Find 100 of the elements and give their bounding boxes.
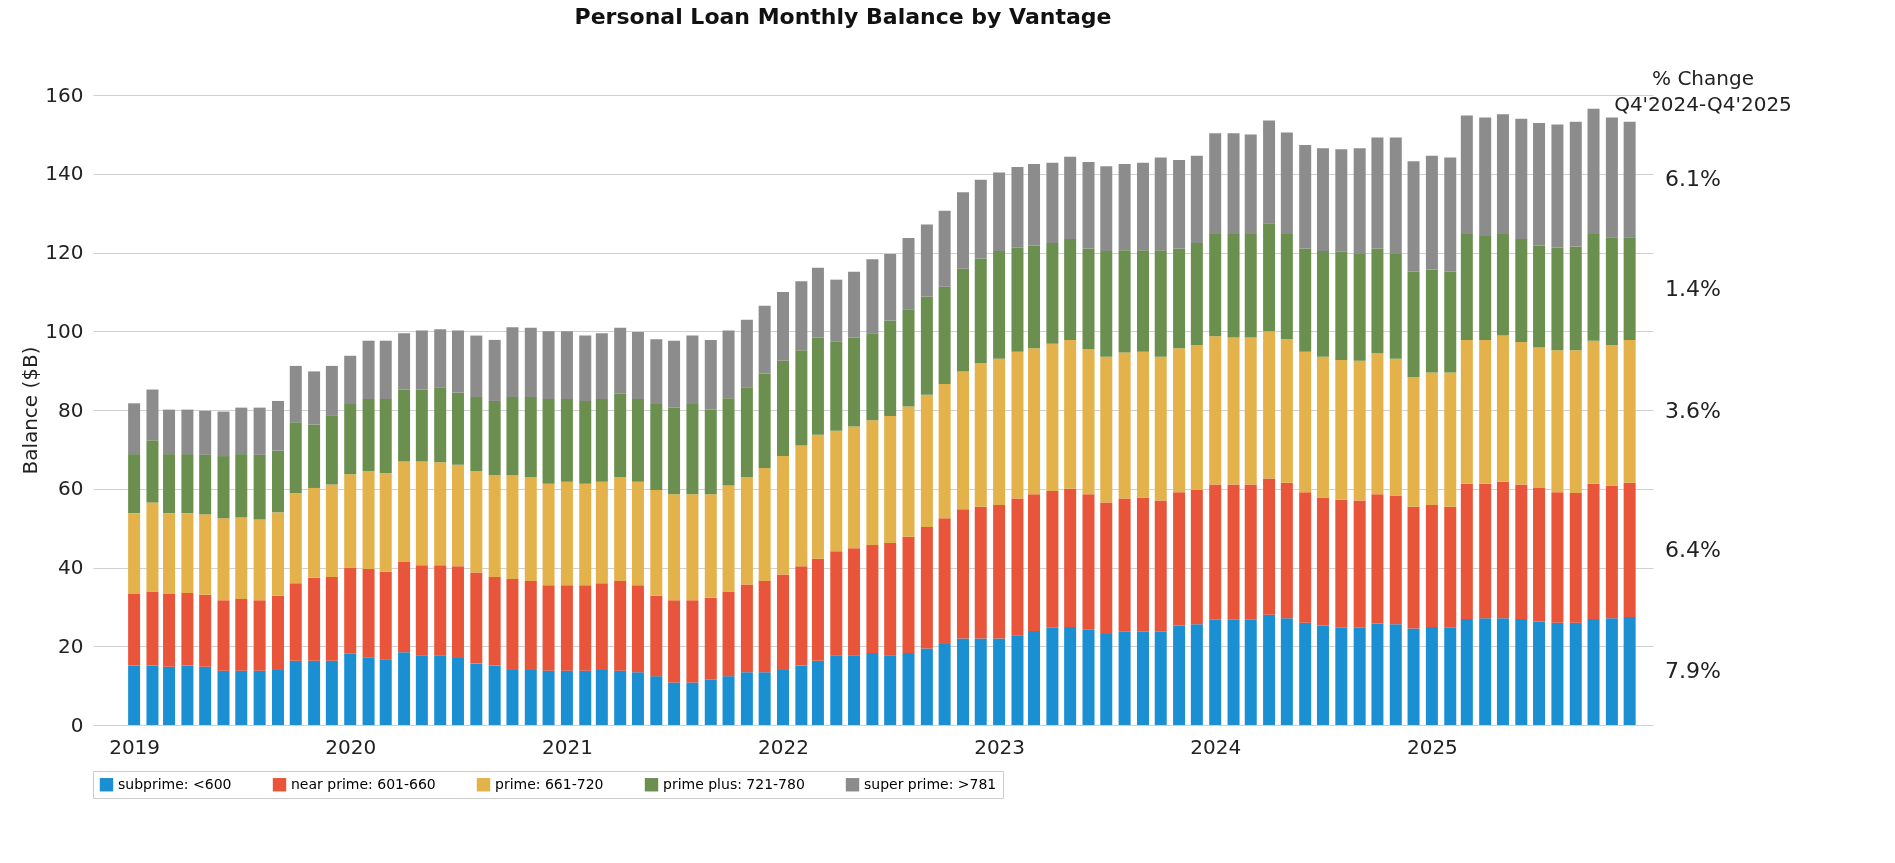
bar: [1209, 336, 1222, 485]
bar: [848, 548, 861, 656]
bar: [1353, 254, 1366, 361]
bar: [740, 387, 753, 478]
bar: [1173, 348, 1186, 493]
bar: [308, 424, 321, 488]
bar: [181, 409, 194, 455]
bar: [1371, 623, 1384, 725]
bar: [1533, 347, 1546, 488]
bar: [199, 594, 212, 667]
bar: [344, 474, 357, 568]
bar: [1190, 243, 1203, 346]
bar: [1173, 248, 1186, 349]
bar: [650, 404, 663, 490]
bar: [1605, 618, 1618, 725]
bar: [993, 358, 1006, 505]
bar: [993, 504, 1006, 639]
bar: [866, 333, 879, 421]
bar: [1353, 500, 1366, 628]
bar: [1316, 148, 1329, 251]
bar: [1064, 156, 1077, 240]
bar: [128, 403, 141, 455]
bar: [1515, 619, 1528, 725]
bar: [1028, 630, 1041, 725]
bar: [811, 267, 824, 338]
bar: [579, 585, 592, 671]
bar: [902, 652, 915, 725]
bar: [1011, 498, 1024, 636]
bar: [271, 512, 284, 596]
bar: [884, 320, 897, 416]
bar: [325, 415, 338, 485]
x-tick-label: 2022: [758, 734, 809, 759]
bar: [1569, 246, 1582, 351]
bar: [956, 638, 969, 725]
bar: [1227, 619, 1240, 725]
bar: [1371, 137, 1384, 249]
bar: [1353, 360, 1366, 501]
bar: [614, 477, 627, 581]
bar: [595, 481, 608, 584]
bar: [1046, 162, 1059, 244]
bar: [758, 580, 771, 673]
bar: [524, 327, 537, 398]
bar: [1190, 489, 1203, 625]
bar: [1118, 163, 1131, 251]
bar: [1118, 498, 1131, 632]
bar: [1587, 483, 1600, 620]
bar: [560, 670, 573, 725]
bar: [253, 600, 266, 671]
bar: [811, 558, 824, 661]
bar: [1011, 167, 1024, 248]
bar: [866, 545, 879, 653]
bar: [1444, 157, 1457, 272]
bar: [1479, 339, 1492, 484]
bar: [722, 398, 735, 486]
bar: [1244, 233, 1257, 338]
bar: [579, 670, 592, 725]
bar: [668, 600, 681, 683]
bar: [451, 658, 464, 725]
bar: [128, 665, 141, 725]
bar: [1407, 376, 1420, 507]
bar: [631, 481, 644, 586]
bar: [1280, 233, 1293, 340]
y-tick-label: 160: [45, 82, 84, 107]
bar: [938, 286, 951, 385]
bar: [1136, 497, 1149, 632]
bar: [668, 682, 681, 725]
x-tick-label: 2023: [974, 734, 1026, 759]
y-tick-label: 20: [58, 633, 84, 658]
bar: [974, 638, 987, 725]
bar: [795, 445, 808, 567]
bar: [884, 415, 897, 544]
bar: [1227, 484, 1240, 620]
bar: [199, 410, 212, 455]
bar: [993, 250, 1006, 359]
bar: [146, 591, 159, 666]
bar: [146, 502, 159, 592]
bar: [1460, 233, 1473, 340]
bar: [848, 426, 861, 549]
bar: [1515, 118, 1528, 240]
bar: [560, 481, 573, 586]
bar: [1136, 351, 1149, 498]
x-tick-label: 2020: [325, 734, 377, 759]
bar: [325, 484, 338, 577]
bar: [434, 655, 447, 725]
bar: [1569, 121, 1582, 247]
bar: [451, 566, 464, 659]
bar: [650, 339, 663, 405]
bar: [434, 329, 447, 388]
bar: [1623, 617, 1636, 725]
bar: [1263, 120, 1276, 224]
bar: [704, 494, 717, 598]
bar: [1389, 254, 1402, 359]
bar: [1407, 161, 1420, 272]
bar: [866, 259, 879, 334]
bar: [938, 518, 951, 644]
bar: [199, 514, 212, 595]
bar: [217, 670, 230, 725]
bar: [579, 483, 592, 586]
bar: [379, 571, 392, 660]
bar: [1496, 114, 1509, 234]
